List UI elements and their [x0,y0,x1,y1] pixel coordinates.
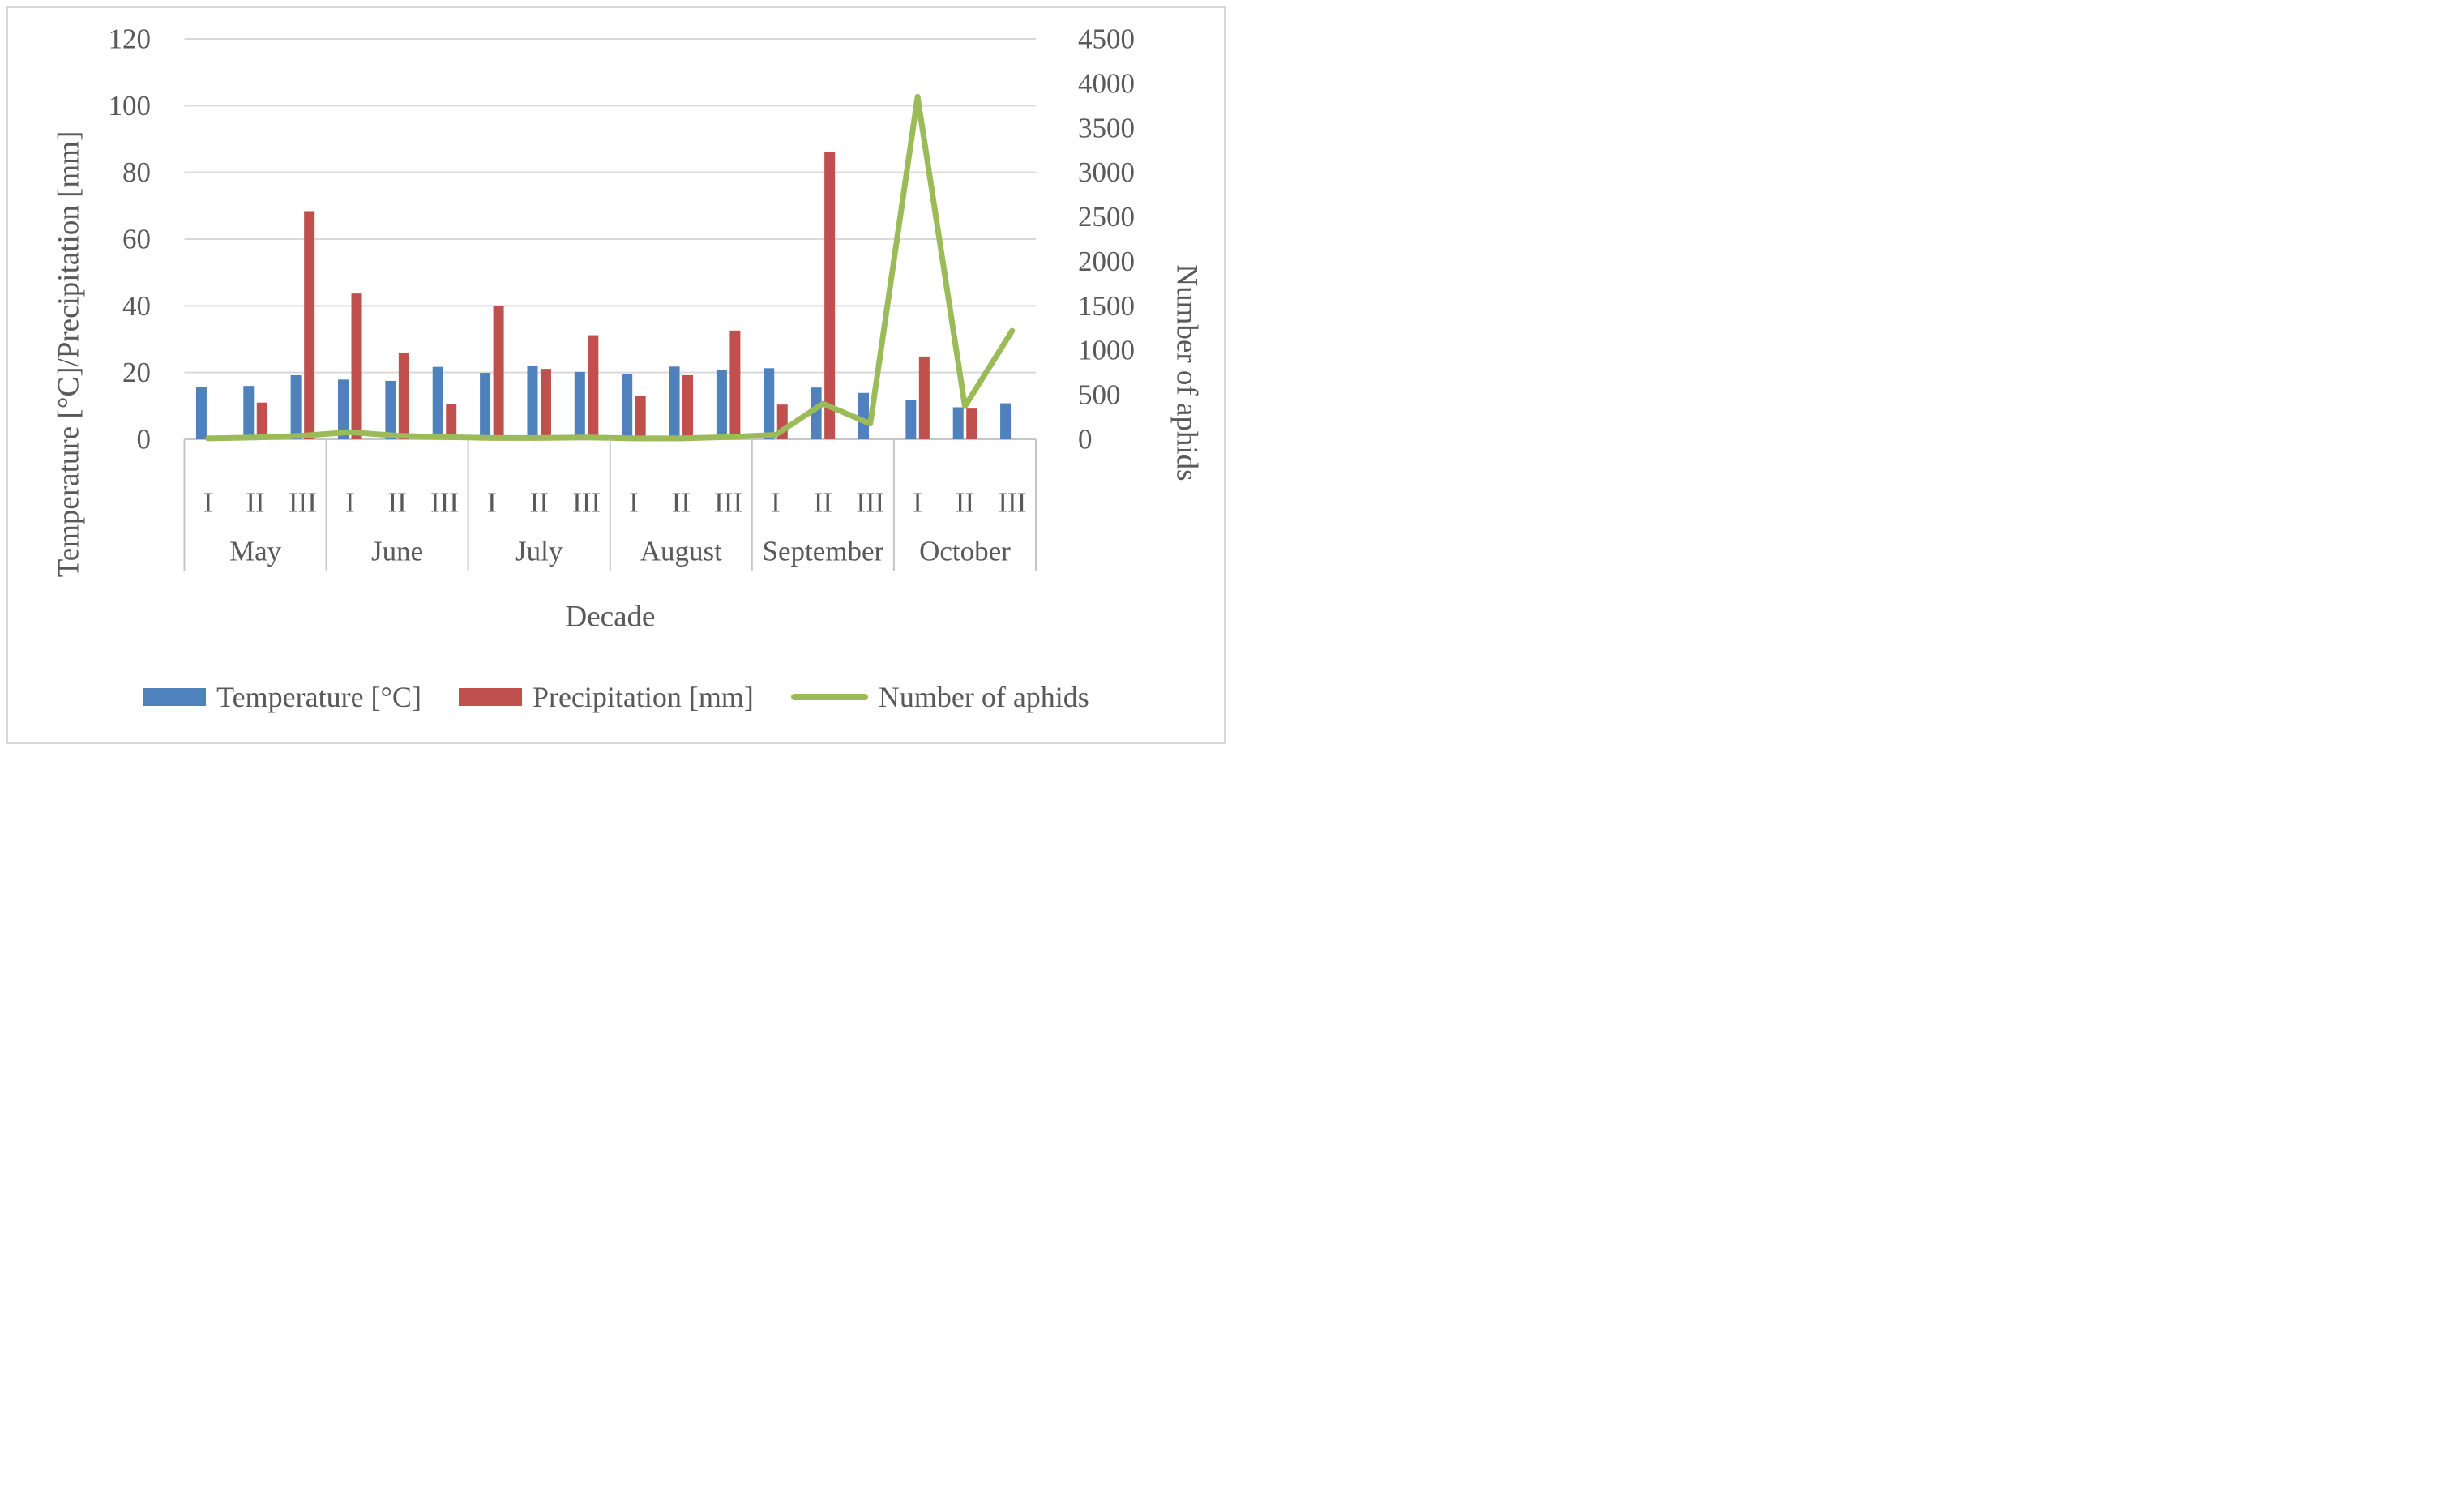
right-axis-tick-label: 1000 [1078,335,1135,366]
aphids-line [205,93,1016,442]
bar-precipitation-July-II [540,369,551,439]
bar-precipitation-July-I [493,306,504,439]
chart-legend: Temperature [°C] Precipitation [mm] Numb… [0,680,1232,714]
legend-label-precipitation: Precipitation [mm] [532,681,754,713]
right-axis-title: Number of aphids [1170,264,1204,481]
month-label: September [763,536,884,567]
month-label: July [515,536,563,567]
legend-label-aphids: Number of aphids [878,681,1089,713]
month-label: August [640,536,722,567]
x-axis-title: Decade [565,600,656,634]
bar-temperature-July-III [574,371,585,439]
decade-label: II [530,487,549,519]
decade-label: III [856,487,884,519]
month-label: May [229,536,282,567]
aphids-line-swatch [790,694,868,700]
legend-item-temperature: Temperature [°C] [143,680,421,714]
bar-precipitation-August-II [682,374,694,439]
aphids-weather-chart: 0 20 40 60 80 100 120 0 500 1000 1500 2000 2500 3000 3… [109,24,1135,571]
decade-label: II [814,487,832,519]
right-axis-tick-label: 500 [1078,379,1121,411]
bar-temperature-July-I [480,373,491,439]
right-axis-tick-label: 0 [1078,424,1093,455]
decade-label: III [430,487,459,519]
left-axis-tick-label: 120 [109,24,152,55]
decade-label: II [246,487,264,519]
decade-label: I [487,487,497,519]
bar-precipitation-May-II [256,402,267,439]
bar-temperature-September-II [811,387,822,439]
right-axis-tick-label: 2000 [1078,246,1135,277]
right-axis-tick-label: 4000 [1078,67,1135,99]
decade-label: I [203,487,213,519]
left-axis-tick-label: 20 [122,357,151,388]
right-axis-tick-label: 3000 [1078,156,1135,188]
decade-label: I [913,487,922,519]
bar-temperature-May-I [195,387,207,439]
decade-label: III [289,487,317,519]
month-label: October [919,536,1011,567]
decade-label: I [629,487,639,519]
bar-precipitation-September-II [824,152,836,439]
right-axis-tick-label: 2500 [1078,201,1135,233]
bar-precipitation-May-III [304,211,315,439]
chart-border [6,6,1226,744]
bar-precipitation-July-III [588,335,599,439]
left-axis-tick-label: 80 [122,156,151,188]
bar-temperature-October-II [952,407,964,439]
bar-precipitation-June-III [446,404,457,439]
legend-item-precipitation: Precipitation [mm] [458,680,754,714]
right-axis-tick-label: 3500 [1078,112,1135,143]
right-axis-tick-label: 1500 [1078,290,1135,322]
left-axis-tick-label: 0 [137,424,152,455]
right-axis-tick-label: 4500 [1078,24,1135,55]
precipitation-swatch [458,688,522,706]
bar-temperature-August-III [716,370,727,439]
bar-temperature-October-III [1000,403,1012,439]
bar-precipitation-October-II [966,408,977,439]
bar-temperature-June-II [385,380,396,439]
bar-precipitation-June-I [351,293,362,439]
temperature-swatch [143,688,207,706]
bar-temperature-May-III [290,374,302,439]
bar-precipitation-August-III [729,330,741,439]
bar-precipitation-June-II [398,352,409,439]
bar-temperature-June-III [432,366,443,439]
bar-temperature-June-I [338,379,349,439]
left-axis-tick-label: 60 [122,224,151,255]
decade-label: III [714,487,742,519]
legend-item-aphids: Number of aphids [790,680,1089,714]
decade-label: II [672,487,691,519]
bar-temperature-August-I [622,374,633,439]
bar-precipitation-October-I [918,356,930,439]
left-axis-title: Temperature [°C]/Precipitation [mm] [52,130,86,578]
bar-temperature-October-I [905,400,917,439]
legend-label-temperature: Temperature [°C] [216,681,421,713]
decade-label: I [345,487,355,519]
decade-label: III [998,487,1026,519]
bar-temperature-September-I [764,368,775,439]
decade-label: II [956,487,974,519]
left-axis-tick-label: 100 [109,90,152,122]
decade-label: III [572,487,601,519]
month-label: June [371,536,423,567]
decade-label: II [387,487,406,519]
bar-temperature-May-II [243,386,255,439]
decade-label: I [771,487,781,519]
bar-precipitation-August-I [635,396,646,439]
bar-temperature-August-II [669,366,680,439]
left-axis-tick-label: 40 [122,290,151,322]
bar-temperature-July-II [527,366,538,439]
bar-temperature-September-III [858,392,869,439]
